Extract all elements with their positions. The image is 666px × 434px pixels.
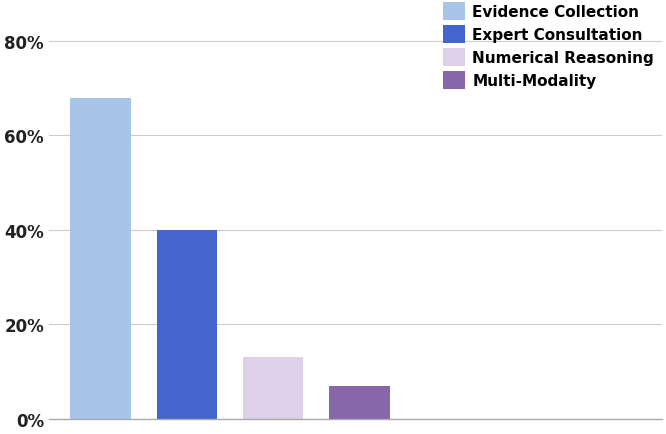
- Bar: [71, 99, 131, 419]
- Bar: [243, 358, 304, 419]
- Bar: [330, 386, 390, 419]
- Bar: [157, 230, 217, 419]
- Legend: Evidence Collection, Expert Consultation, Numerical Reasoning, Multi-Modality: Evidence Collection, Expert Consultation…: [444, 3, 654, 90]
